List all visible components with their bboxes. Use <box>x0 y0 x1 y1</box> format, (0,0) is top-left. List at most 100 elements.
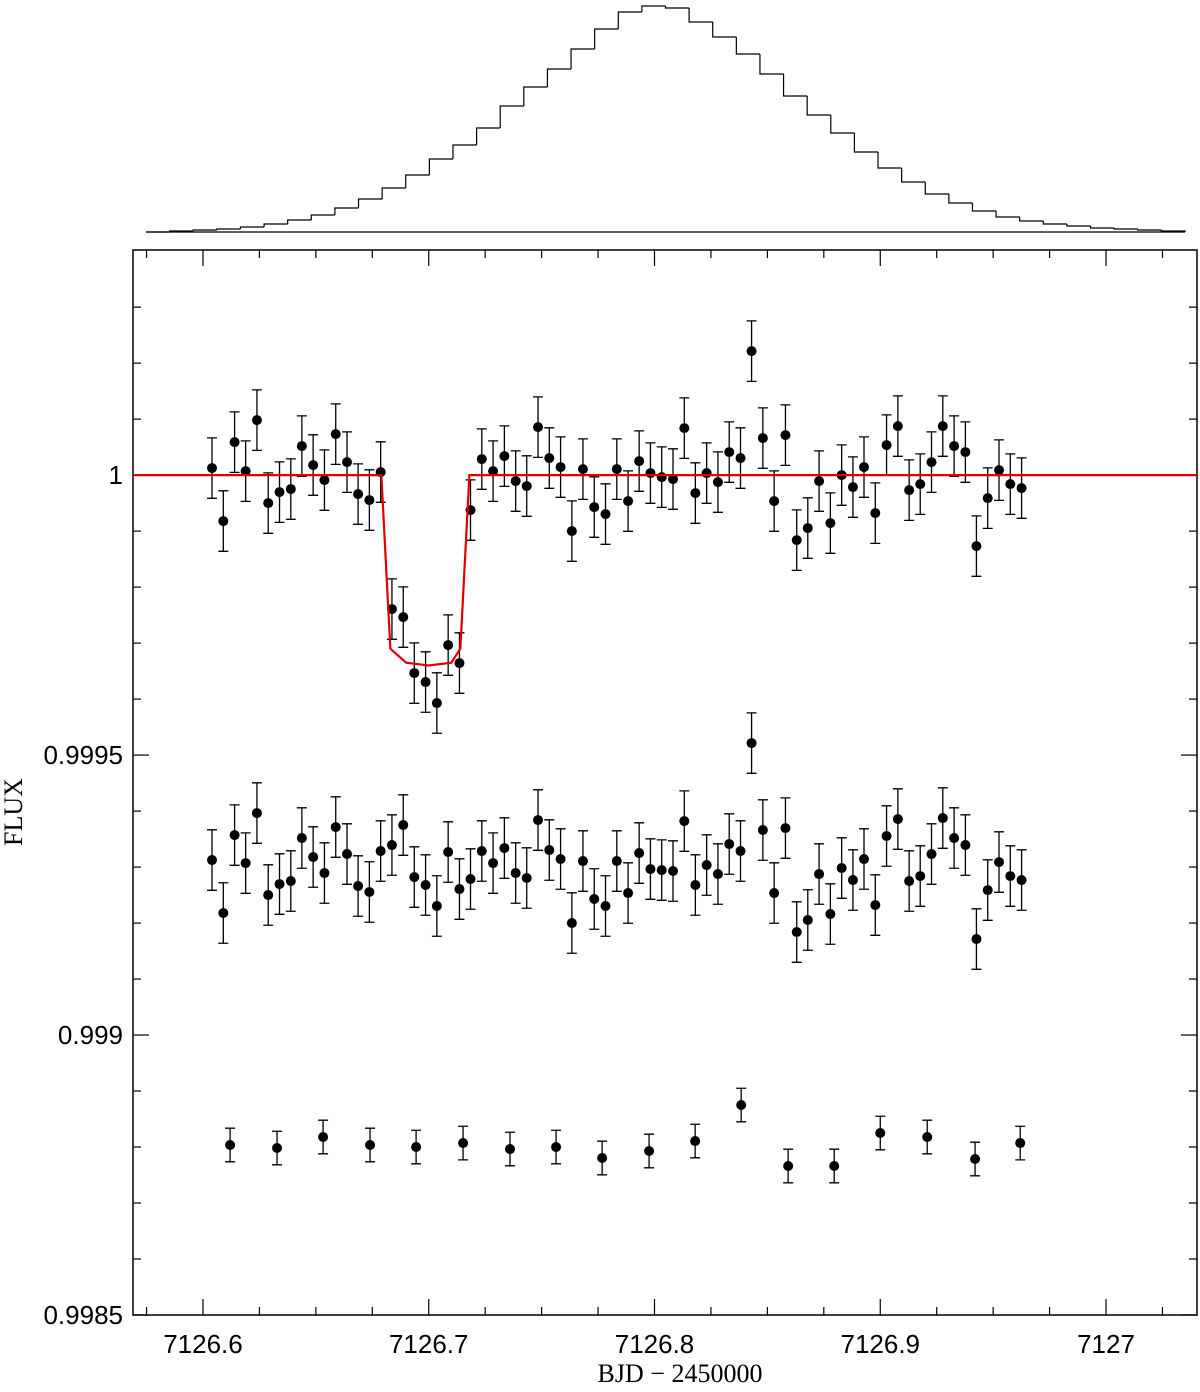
histogram-step <box>1019 217 1044 222</box>
histogram-step <box>1042 221 1067 225</box>
data-point <box>1005 871 1016 882</box>
data-point <box>353 489 364 500</box>
histogram-step <box>381 187 406 199</box>
data-point <box>318 1131 329 1142</box>
data-point <box>330 822 341 833</box>
histogram-step <box>334 207 359 215</box>
data-point <box>656 865 667 876</box>
data-point <box>1016 875 1027 886</box>
data-point <box>736 1100 747 1111</box>
data-point <box>780 430 791 441</box>
histogram-step <box>523 86 548 106</box>
histogram-step <box>428 158 453 175</box>
data-point <box>870 508 881 519</box>
data-point <box>218 516 229 527</box>
data-point <box>679 816 690 827</box>
data-point <box>825 518 836 529</box>
data-point <box>218 908 229 919</box>
histogram-step <box>263 223 288 227</box>
histogram-step <box>853 133 879 153</box>
data-point <box>353 881 364 892</box>
data-point <box>533 422 544 433</box>
data-point <box>982 493 993 504</box>
y-tick-label: 0.9985 <box>43 1300 123 1330</box>
histogram-step <box>287 219 312 224</box>
histogram-step <box>782 74 808 97</box>
histogram-step <box>617 11 642 29</box>
data-point <box>623 888 634 899</box>
data-point <box>207 463 218 474</box>
data-point <box>521 481 532 492</box>
data-point <box>544 845 555 856</box>
data-point <box>783 1161 794 1172</box>
histogram-step <box>924 182 949 195</box>
data-point <box>319 868 330 879</box>
data-point <box>251 415 262 426</box>
data-point <box>398 612 409 623</box>
data-point <box>611 464 622 475</box>
data-point <box>431 698 442 709</box>
x-tick-label: 7126.9 <box>840 1329 920 1359</box>
data-point <box>769 888 780 899</box>
histogram-step <box>712 22 737 38</box>
data-point <box>847 875 858 886</box>
data-point <box>263 498 274 509</box>
data-point <box>409 872 420 883</box>
data-point <box>263 890 274 901</box>
data-point <box>724 447 735 458</box>
data-point <box>577 856 588 867</box>
data-point <box>225 1140 236 1151</box>
data-point <box>551 1142 562 1153</box>
histogram-step <box>901 168 926 183</box>
data-point <box>746 738 757 749</box>
data-point <box>505 1144 516 1155</box>
data-point <box>499 843 510 854</box>
data-point <box>623 496 634 507</box>
data-point <box>443 847 454 858</box>
histogram-step <box>239 226 265 229</box>
data-point <box>510 476 521 487</box>
data-point <box>791 927 802 938</box>
histogram-step <box>1113 228 1138 230</box>
data-point <box>881 440 892 451</box>
data-point <box>229 830 240 841</box>
data-point <box>802 915 813 926</box>
data-point <box>881 831 892 842</box>
data-point <box>375 846 386 857</box>
data-point <box>443 640 454 651</box>
histogram-step <box>216 228 241 230</box>
histogram-step <box>405 174 430 188</box>
data-point <box>724 839 735 850</box>
data-point <box>465 874 476 885</box>
data-point <box>510 868 521 879</box>
data-point <box>904 485 915 496</box>
data-point <box>825 909 836 920</box>
histogram-step <box>971 203 997 212</box>
data-point <box>712 477 723 488</box>
histogram-step <box>499 105 524 128</box>
data-point <box>589 502 600 513</box>
data-point <box>458 1138 469 1149</box>
data-point <box>937 813 948 824</box>
histogram-step <box>169 230 194 232</box>
data-point <box>859 854 870 865</box>
data-point <box>679 423 690 434</box>
data-point <box>970 1154 981 1165</box>
data-point <box>611 856 622 867</box>
data-point <box>971 934 982 945</box>
data-point <box>645 864 656 875</box>
data-point <box>308 460 319 471</box>
data-point <box>521 873 532 884</box>
x-tick-label: 7126.7 <box>389 1329 469 1359</box>
data-point <box>566 918 577 929</box>
histogram-step <box>759 54 784 75</box>
data-point <box>712 869 723 880</box>
histogram-step <box>948 194 973 204</box>
data-point <box>431 901 442 912</box>
data-point <box>836 863 847 874</box>
histogram-step <box>688 8 713 23</box>
data-point <box>274 487 285 498</box>
data-point <box>272 1143 283 1154</box>
data-point <box>476 454 487 465</box>
data-point <box>589 894 600 905</box>
